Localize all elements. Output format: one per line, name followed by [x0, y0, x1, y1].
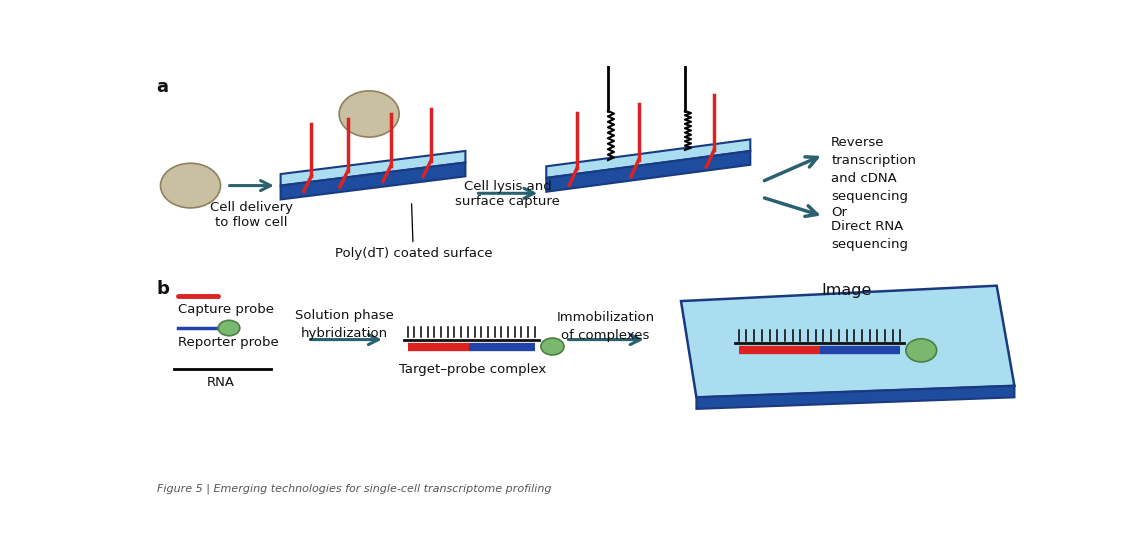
Text: Or: Or [832, 206, 848, 219]
Text: Cell lysis and
surface capture: Cell lysis and surface capture [455, 180, 561, 208]
Ellipse shape [541, 338, 564, 355]
Text: b: b [157, 280, 169, 298]
Polygon shape [547, 140, 750, 178]
Text: a: a [157, 78, 168, 96]
Text: Direct RNA
sequencing: Direct RNA sequencing [832, 220, 908, 251]
Text: Poly(dT) coated surface: Poly(dT) coated surface [334, 204, 492, 260]
Text: Target–probe complex: Target–probe complex [399, 363, 547, 376]
Ellipse shape [906, 339, 937, 362]
Text: Reverse
transcription
and cDNA
sequencing: Reverse transcription and cDNA sequencin… [832, 136, 916, 203]
Polygon shape [280, 151, 466, 185]
Text: RNA: RNA [207, 376, 235, 389]
Polygon shape [280, 162, 466, 199]
Text: Solution phase
hybridization: Solution phase hybridization [295, 309, 394, 340]
Ellipse shape [160, 163, 221, 208]
Text: Image: Image [821, 283, 872, 299]
Text: Reporter probe: Reporter probe [178, 336, 279, 349]
Text: Cell delivery
to flow cell: Cell delivery to flow cell [209, 201, 293, 229]
Polygon shape [547, 151, 750, 192]
Text: Immobilization
of complexes: Immobilization of complexes [556, 311, 654, 342]
Polygon shape [697, 386, 1015, 409]
Ellipse shape [339, 91, 399, 137]
Text: Capture probe: Capture probe [178, 304, 275, 316]
Polygon shape [681, 286, 1015, 397]
Text: Figure 5 | Emerging technologies for single-cell transcriptome profiling: Figure 5 | Emerging technologies for sin… [157, 484, 551, 494]
Ellipse shape [219, 320, 240, 336]
